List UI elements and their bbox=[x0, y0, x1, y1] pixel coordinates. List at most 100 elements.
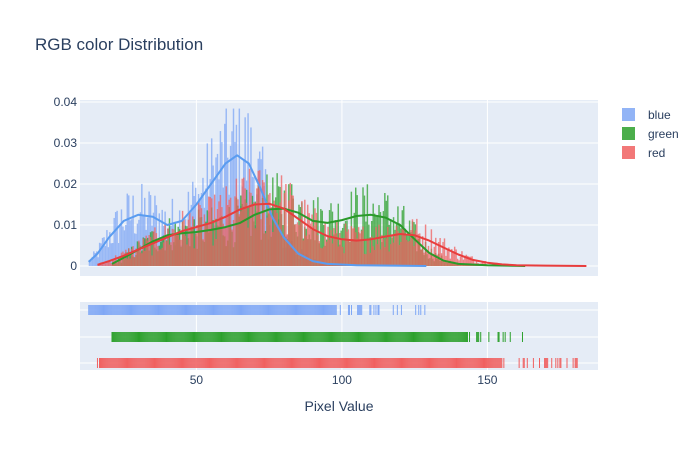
histogram-bar bbox=[388, 252, 389, 266]
histogram-bar bbox=[247, 228, 248, 266]
histogram-bar bbox=[324, 223, 325, 266]
histogram-bar bbox=[169, 245, 170, 266]
histogram-bar bbox=[340, 238, 341, 266]
histogram-bar bbox=[230, 198, 231, 266]
histogram-bar bbox=[281, 175, 282, 266]
histogram-bar bbox=[195, 234, 196, 266]
histogram-bar bbox=[275, 207, 276, 266]
histogram-bar bbox=[274, 201, 275, 266]
histogram-bar bbox=[240, 211, 241, 266]
histogram-bar bbox=[111, 263, 112, 266]
histogram-bar bbox=[386, 239, 387, 266]
histogram-bar bbox=[314, 208, 315, 266]
histogram-bar bbox=[215, 239, 216, 266]
histogram-bar bbox=[380, 249, 381, 266]
histogram-bar bbox=[202, 239, 203, 266]
histogram-bar bbox=[212, 246, 213, 266]
histogram-bar bbox=[370, 253, 371, 266]
legend[interactable]: blue green red bbox=[622, 108, 679, 160]
histogram-bar bbox=[294, 224, 295, 266]
histogram-bar bbox=[457, 259, 458, 266]
histogram-bar bbox=[233, 220, 234, 266]
histogram-bar bbox=[175, 235, 176, 266]
histogram-bar bbox=[381, 235, 382, 266]
histogram-bar bbox=[282, 236, 283, 266]
legend-item-red[interactable]: red bbox=[622, 146, 665, 160]
histogram-bar bbox=[163, 242, 164, 266]
histogram-bar bbox=[384, 247, 385, 266]
histogram-bar bbox=[291, 195, 292, 266]
legend-label: blue bbox=[648, 108, 671, 122]
histogram-bar bbox=[338, 246, 339, 266]
histogram-bar bbox=[192, 216, 193, 266]
histogram-bar bbox=[351, 226, 352, 266]
histogram-bar bbox=[246, 203, 247, 266]
histogram-bar bbox=[372, 246, 373, 266]
y-tick-label: 0.04 bbox=[54, 95, 78, 109]
histogram-bar bbox=[193, 248, 194, 266]
histogram-bar bbox=[220, 195, 221, 266]
histogram-bar bbox=[371, 236, 372, 266]
histogram-bar bbox=[141, 253, 142, 266]
histogram-bar bbox=[265, 233, 266, 266]
histogram-bar bbox=[266, 218, 267, 266]
histogram-bar bbox=[374, 250, 375, 266]
histogram-bar bbox=[255, 228, 256, 266]
histogram-bar bbox=[159, 250, 160, 266]
histogram-bar bbox=[298, 225, 299, 266]
histogram-bar bbox=[157, 246, 158, 266]
histogram-bar bbox=[244, 188, 245, 266]
histogram-bar bbox=[180, 240, 181, 266]
histogram-bar bbox=[428, 246, 429, 266]
histogram-bar bbox=[138, 241, 139, 266]
histogram-bar bbox=[183, 219, 184, 266]
histogram-bar bbox=[284, 193, 285, 266]
histogram-bar bbox=[105, 263, 106, 266]
histogram-bar bbox=[151, 255, 152, 266]
y-tick-label: 0.03 bbox=[54, 136, 78, 150]
histogram-bar bbox=[290, 183, 291, 266]
histogram-bar bbox=[137, 251, 138, 266]
histogram-bar bbox=[160, 249, 161, 266]
legend-label: green bbox=[648, 127, 679, 141]
histogram-bar bbox=[227, 205, 228, 266]
legend-item-green[interactable]: green bbox=[622, 127, 679, 141]
histogram-bar bbox=[307, 205, 308, 266]
histogram-bar bbox=[252, 205, 253, 266]
histogram-bar bbox=[198, 201, 199, 266]
histogram-bar bbox=[365, 254, 366, 266]
histogram-bar bbox=[153, 231, 154, 266]
histogram-bar bbox=[349, 241, 350, 266]
histogram-bar bbox=[236, 179, 237, 266]
histogram-bar bbox=[413, 246, 414, 266]
histogram-bar bbox=[148, 235, 149, 266]
histogram-bar bbox=[364, 254, 365, 266]
histogram-bar bbox=[186, 245, 187, 266]
histogram-bar bbox=[231, 230, 232, 266]
histogram-bar bbox=[211, 198, 212, 266]
histogram-bar bbox=[404, 233, 405, 266]
histogram-bar bbox=[435, 238, 436, 266]
histogram-bar bbox=[394, 233, 395, 266]
histogram-bar bbox=[354, 228, 355, 266]
legend-swatch bbox=[622, 108, 635, 121]
histogram-bar bbox=[359, 233, 360, 266]
histogram-bar bbox=[406, 240, 407, 266]
histogram-bar bbox=[201, 208, 202, 266]
histogram-bar bbox=[145, 236, 146, 266]
histogram-bar bbox=[132, 246, 133, 266]
histogram-bar bbox=[355, 232, 356, 266]
histogram-bar bbox=[272, 232, 273, 266]
y-tick-label: 0.02 bbox=[54, 177, 78, 191]
histogram-bar bbox=[164, 224, 165, 266]
histogram-bar bbox=[375, 227, 376, 266]
legend-swatch bbox=[622, 146, 635, 159]
histogram-bar bbox=[176, 234, 177, 266]
histogram-bar bbox=[188, 220, 189, 266]
y-axis-ticks: 00.010.020.030.04 bbox=[54, 95, 78, 273]
histogram-bar bbox=[432, 255, 433, 266]
histogram-bar bbox=[306, 236, 307, 266]
histogram-bar bbox=[345, 223, 346, 266]
legend-item-blue[interactable]: blue bbox=[622, 108, 671, 122]
histogram-bar bbox=[352, 228, 353, 266]
